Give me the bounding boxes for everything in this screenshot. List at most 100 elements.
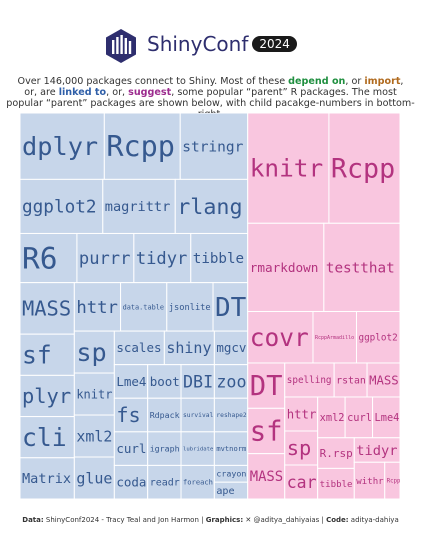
treemap-label: Rcpp — [387, 479, 400, 485]
treemap-label: fs — [116, 403, 140, 427]
treemap-label: rstan — [336, 375, 366, 386]
treemap-cell-stringr — [179, 113, 249, 180]
legend-import: import — [364, 76, 401, 87]
subtitle-text: , or — [345, 76, 365, 87]
treemap-label: crayon — [216, 469, 246, 479]
treemap-label: glue — [76, 469, 112, 487]
shinyconf-logo-icon — [106, 29, 136, 63]
treemap-label: Lme4 — [116, 374, 146, 389]
treemap-chart: dplyr Rcpp stringr ggplot2 magrittr rlang R6 pu… — [20, 113, 400, 499]
footer-code-label: Code: — [326, 516, 349, 524]
treemap-cell-mgcv — [213, 330, 249, 366]
treemap-cell-jsonlite — [166, 282, 214, 332]
treemap-label: MASS — [250, 469, 283, 485]
treemap-label: igraph — [150, 444, 180, 454]
treemap-cell-lubridate — [180, 431, 215, 466]
treemap-label: httr — [76, 298, 118, 318]
treemap-label: boot — [150, 374, 180, 389]
treemap-cell-mass — [20, 282, 75, 335]
treemap-label: tidyr — [356, 443, 397, 459]
header: ShinyConf 2024 — [0, 26, 421, 66]
treemap-cell-rcpp — [328, 113, 400, 224]
treemap-label: scales — [116, 340, 161, 355]
footer-data-text: ShinyConf2024 - Tracy Teal and Jon Harmo… — [43, 516, 206, 524]
treemap-label: coda — [116, 475, 146, 490]
subtitle-text: , some popular “parent” R packages. The … — [171, 87, 397, 98]
treemap-cell-reshape2 — [213, 397, 249, 433]
treemap-label: MASS — [22, 297, 71, 321]
treemap-cell-spelling — [284, 362, 335, 398]
treemap-label: curl — [116, 441, 146, 456]
treemap-cell-ggplot2 — [20, 178, 104, 234]
treemap-cell-igraph — [147, 431, 182, 466]
treemap-cell-magrittr — [102, 178, 176, 234]
treemap-label: DT — [215, 293, 247, 323]
treemap-label: R.rsp — [320, 447, 353, 460]
treemap-cell-zoo — [213, 364, 249, 399]
subtitle-text: Over 146,000 packages connect to Shiny. … — [17, 76, 289, 87]
treemap-label: RcppArmadillo — [315, 335, 354, 341]
treemap-label: testthat — [326, 260, 395, 276]
treemap-label: knitr — [76, 387, 112, 401]
treemap-cell-cli — [20, 416, 75, 459]
treemap-label: cli — [22, 423, 67, 452]
treemap-label: sf — [250, 417, 283, 448]
treemap-cell-car — [284, 464, 319, 499]
treemap-label: withr — [356, 477, 384, 487]
treemap-label: stringr — [182, 139, 243, 155]
treemap-label: tidyr — [136, 249, 187, 269]
treemap-cell-sp — [284, 430, 319, 466]
treemap-label: xml2 — [76, 427, 112, 445]
treemap-label: ggplot2 — [22, 198, 97, 218]
subtitle-text: , — [400, 76, 404, 87]
legend-suggests: suggest — [128, 87, 172, 98]
treemap-label: rlang — [177, 195, 242, 220]
treemap-cell-xml2 — [317, 396, 346, 439]
treemap-cell-lme4 — [113, 364, 149, 399]
treemap-cell-sf — [20, 333, 75, 376]
treemap-label: R6 — [22, 241, 58, 275]
subtitle-text: or, are — [24, 87, 59, 98]
treemap-label: knitr — [250, 154, 323, 183]
treemap-label: foreach — [183, 478, 213, 487]
treemap-label: purrr — [79, 249, 130, 269]
treemap-label: curl — [347, 412, 372, 424]
treemap-cell-curl — [113, 431, 149, 466]
treemap-cell-dplyr — [20, 113, 105, 180]
treemap-label: magrittr — [105, 199, 170, 215]
treemap-cell-rlang — [174, 178, 249, 234]
treemap-label: mgcv — [216, 340, 246, 355]
treemap-label: MASS — [369, 373, 399, 387]
treemap-label: lubridate — [183, 447, 214, 453]
treemap-label: reshape2 — [216, 412, 247, 419]
treemap-label: ape — [216, 486, 234, 497]
treemap-label: httr — [287, 407, 317, 421]
treemap-cell-readr — [147, 464, 182, 499]
brand-title: ShinyConf 2024 — [147, 32, 297, 56]
treemap-cell-mass — [366, 362, 400, 398]
treemap-cell-fs — [113, 397, 149, 433]
treemap-label: data.table — [123, 303, 165, 311]
subtitle-line-1: Over 146,000 packages connect to Shiny. … — [0, 76, 421, 87]
footer: Data: ShinyConf2024 - Tracy Teal and Jon… — [0, 516, 421, 524]
treemap-cell-rstan — [333, 362, 368, 398]
treemap-label: DT — [250, 371, 283, 402]
treemap-cell-rcpp — [103, 113, 181, 180]
footer-graphics-text: ✕ @aditya_dahiyaias | — [243, 516, 327, 524]
treemap-cell-lme4 — [372, 396, 400, 439]
treemap-label: Rcpp — [106, 130, 175, 163]
treemap-label: readr — [150, 478, 180, 489]
treemap-label: survival — [183, 412, 214, 419]
footer-graphics-label: Graphics: — [205, 516, 244, 524]
treemap-label: car — [287, 473, 317, 492]
treemap-label: Rdpack — [150, 410, 180, 420]
treemap-label: sf — [22, 340, 52, 369]
treemap-label: Rcpp — [331, 153, 395, 184]
treemap-label: sp — [287, 436, 312, 460]
treemap-cell-rcpparmadillo — [312, 311, 357, 364]
subtitle-text: , or, — [106, 87, 129, 98]
treemap-label: ggplot2 — [358, 333, 397, 344]
treemap-cell-rdpack — [147, 397, 182, 433]
treemap-cell-tidyr — [133, 232, 192, 284]
treemap-label: Lme4 — [375, 412, 400, 424]
